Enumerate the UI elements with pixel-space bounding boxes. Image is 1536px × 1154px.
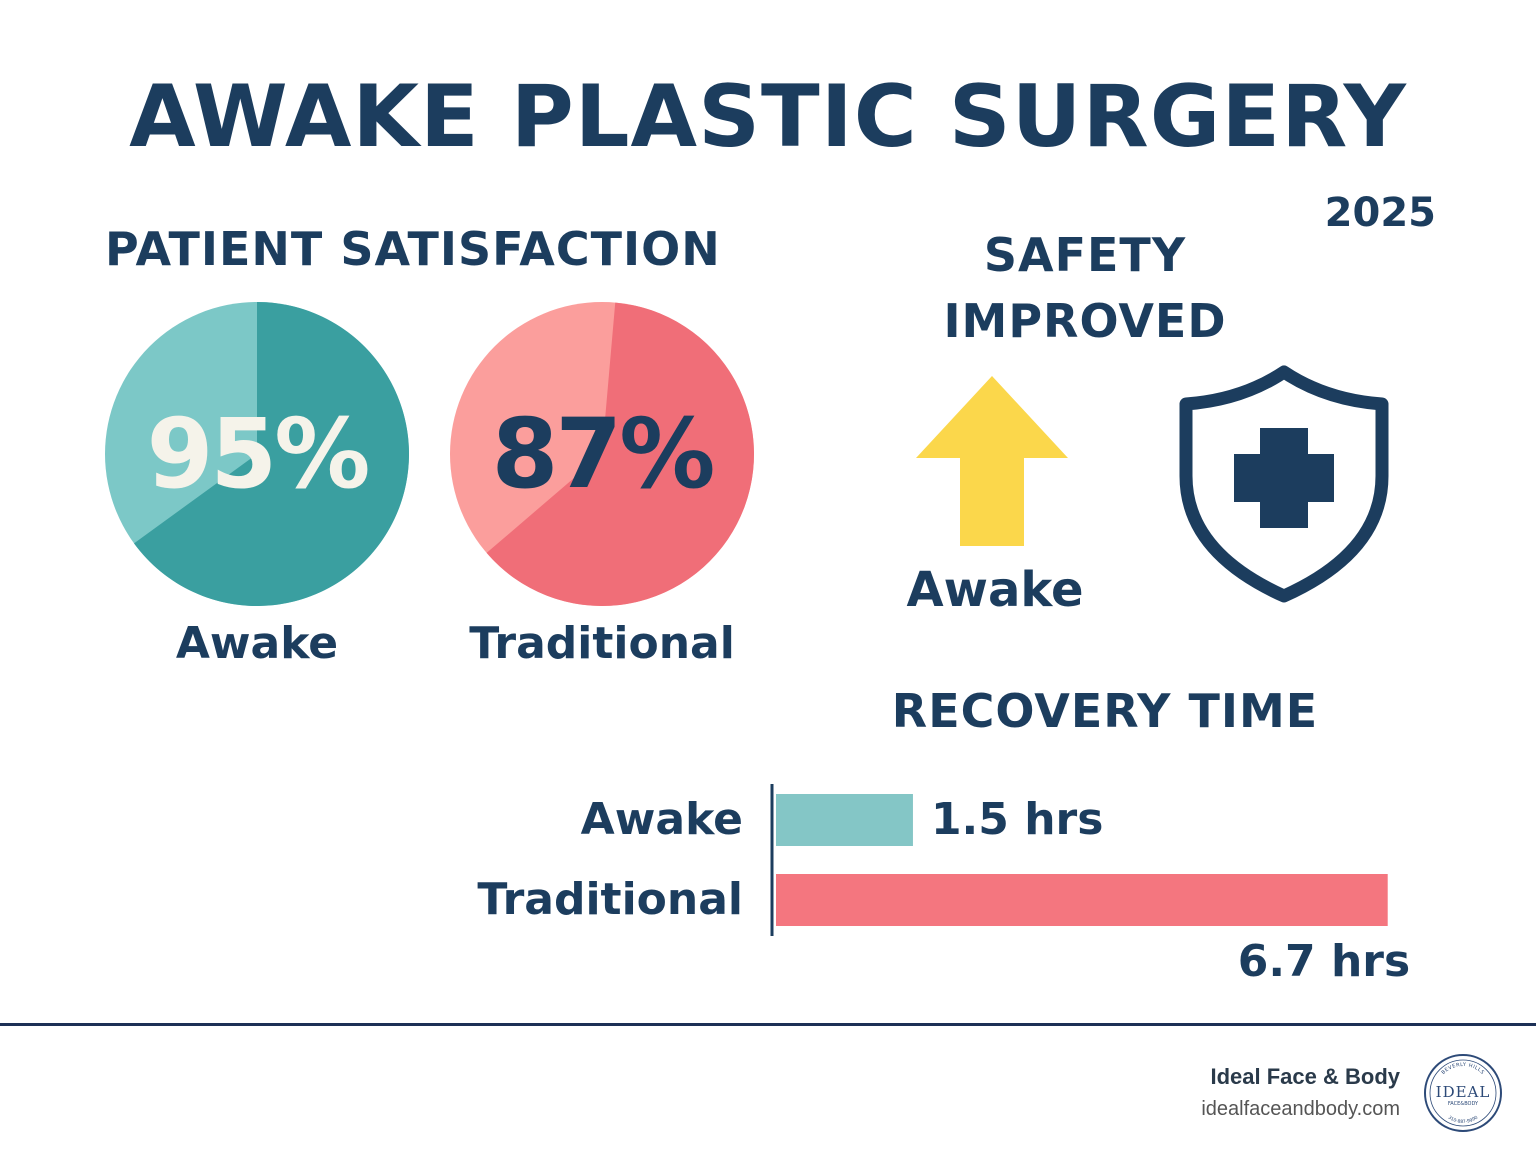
pie-slice-traditional	[486, 302, 754, 606]
satisfaction-heading: PATIENT SATISFACTION	[105, 222, 721, 276]
bar-awake	[776, 794, 913, 846]
page-title: AWAKE PLASTIC SURGERY	[129, 67, 1407, 167]
safety-heading: SAFETY IMPROVED	[880, 222, 1290, 354]
pie-awake-value: 95%	[146, 398, 371, 510]
shield-cross-icon	[1179, 365, 1389, 603]
pie-awake-label: Awake	[175, 618, 339, 669]
pie-traditional-label: Traditional	[469, 618, 735, 669]
bar-value-awake: 1.5 hrs	[930, 794, 1104, 845]
pie-awake-graphic	[105, 302, 409, 606]
up-arrow-icon	[916, 376, 1068, 546]
pie-traditional-graphic	[450, 302, 754, 606]
bar-label-awake: Awake	[580, 794, 743, 845]
safety-arrow-label: Awake	[906, 562, 1084, 618]
pie-awake: 95%	[105, 302, 409, 606]
logo-main-text: IDEAL	[1436, 1083, 1491, 1101]
brand-logo: BEVERLY HILLS IDEAL FACE&BODY 310-887-99…	[1424, 1054, 1502, 1132]
year-label: 2025	[1324, 190, 1436, 236]
pie-slice-awake	[134, 302, 409, 606]
safety-heading-line2: IMPROVED	[943, 294, 1227, 348]
footer-divider	[0, 1023, 1536, 1026]
brand-name: Ideal Face & Body	[1210, 1064, 1400, 1089]
pie-traditional: 87%	[450, 302, 754, 606]
logo-sub-text: FACE&BODY	[1448, 1101, 1479, 1107]
pie-traditional-value: 87%	[491, 398, 716, 510]
bar-traditional	[776, 874, 1388, 926]
safety-heading-line1: SAFETY	[983, 228, 1187, 282]
recovery-bar-chart	[770, 784, 1388, 936]
recovery-heading: RECOVERY TIME	[891, 684, 1319, 738]
bar-value-traditional: 6.7 hrs	[1237, 936, 1411, 987]
brand-url[interactable]: idealfaceandbody.com	[1201, 1098, 1400, 1120]
bar-label-traditional: Traditional	[477, 874, 743, 925]
